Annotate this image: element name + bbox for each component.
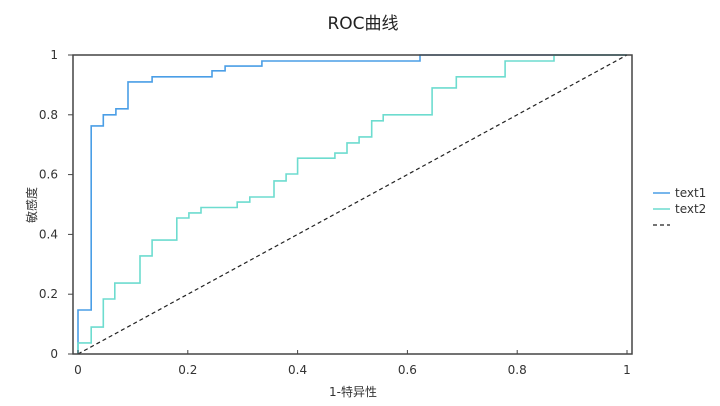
x-tick-label: 1 (623, 363, 631, 377)
y-tick-label: 0.8 (39, 108, 58, 122)
legend-label: text1 (675, 186, 706, 200)
reference-diagonal (77, 54, 628, 355)
x-tick-label: 0 (74, 363, 82, 377)
y-tick-label: 0.2 (39, 287, 58, 301)
series-text1 (77, 54, 627, 354)
y-tick-label: 0.4 (39, 227, 58, 241)
x-tick-label: 0.4 (288, 363, 307, 377)
legend: text1 text2 (653, 186, 706, 226)
y-tick-label: 0.6 (39, 168, 58, 182)
plot-lines (77, 54, 628, 355)
x-axis-ticks: 0 0.2 0.4 0.6 0.8 1 (74, 350, 631, 377)
legend-label: text2 (675, 202, 706, 216)
series-text2 (77, 54, 627, 354)
chart-title: ROC曲线 (327, 14, 398, 34)
y-axis-label: 敏感度 (24, 187, 39, 223)
y-axis-ticks: 0 0.2 0.4 0.6 0.8 1 (39, 48, 73, 361)
x-tick-label: 0.2 (178, 363, 197, 377)
y-tick-label: 0 (50, 347, 58, 361)
y-tick-label: 1 (50, 48, 58, 62)
x-tick-label: 0.8 (508, 363, 527, 377)
x-tick-label: 0.6 (398, 363, 417, 377)
axes-box (72, 54, 633, 355)
x-axis-label: 1-特异性 (329, 384, 377, 399)
